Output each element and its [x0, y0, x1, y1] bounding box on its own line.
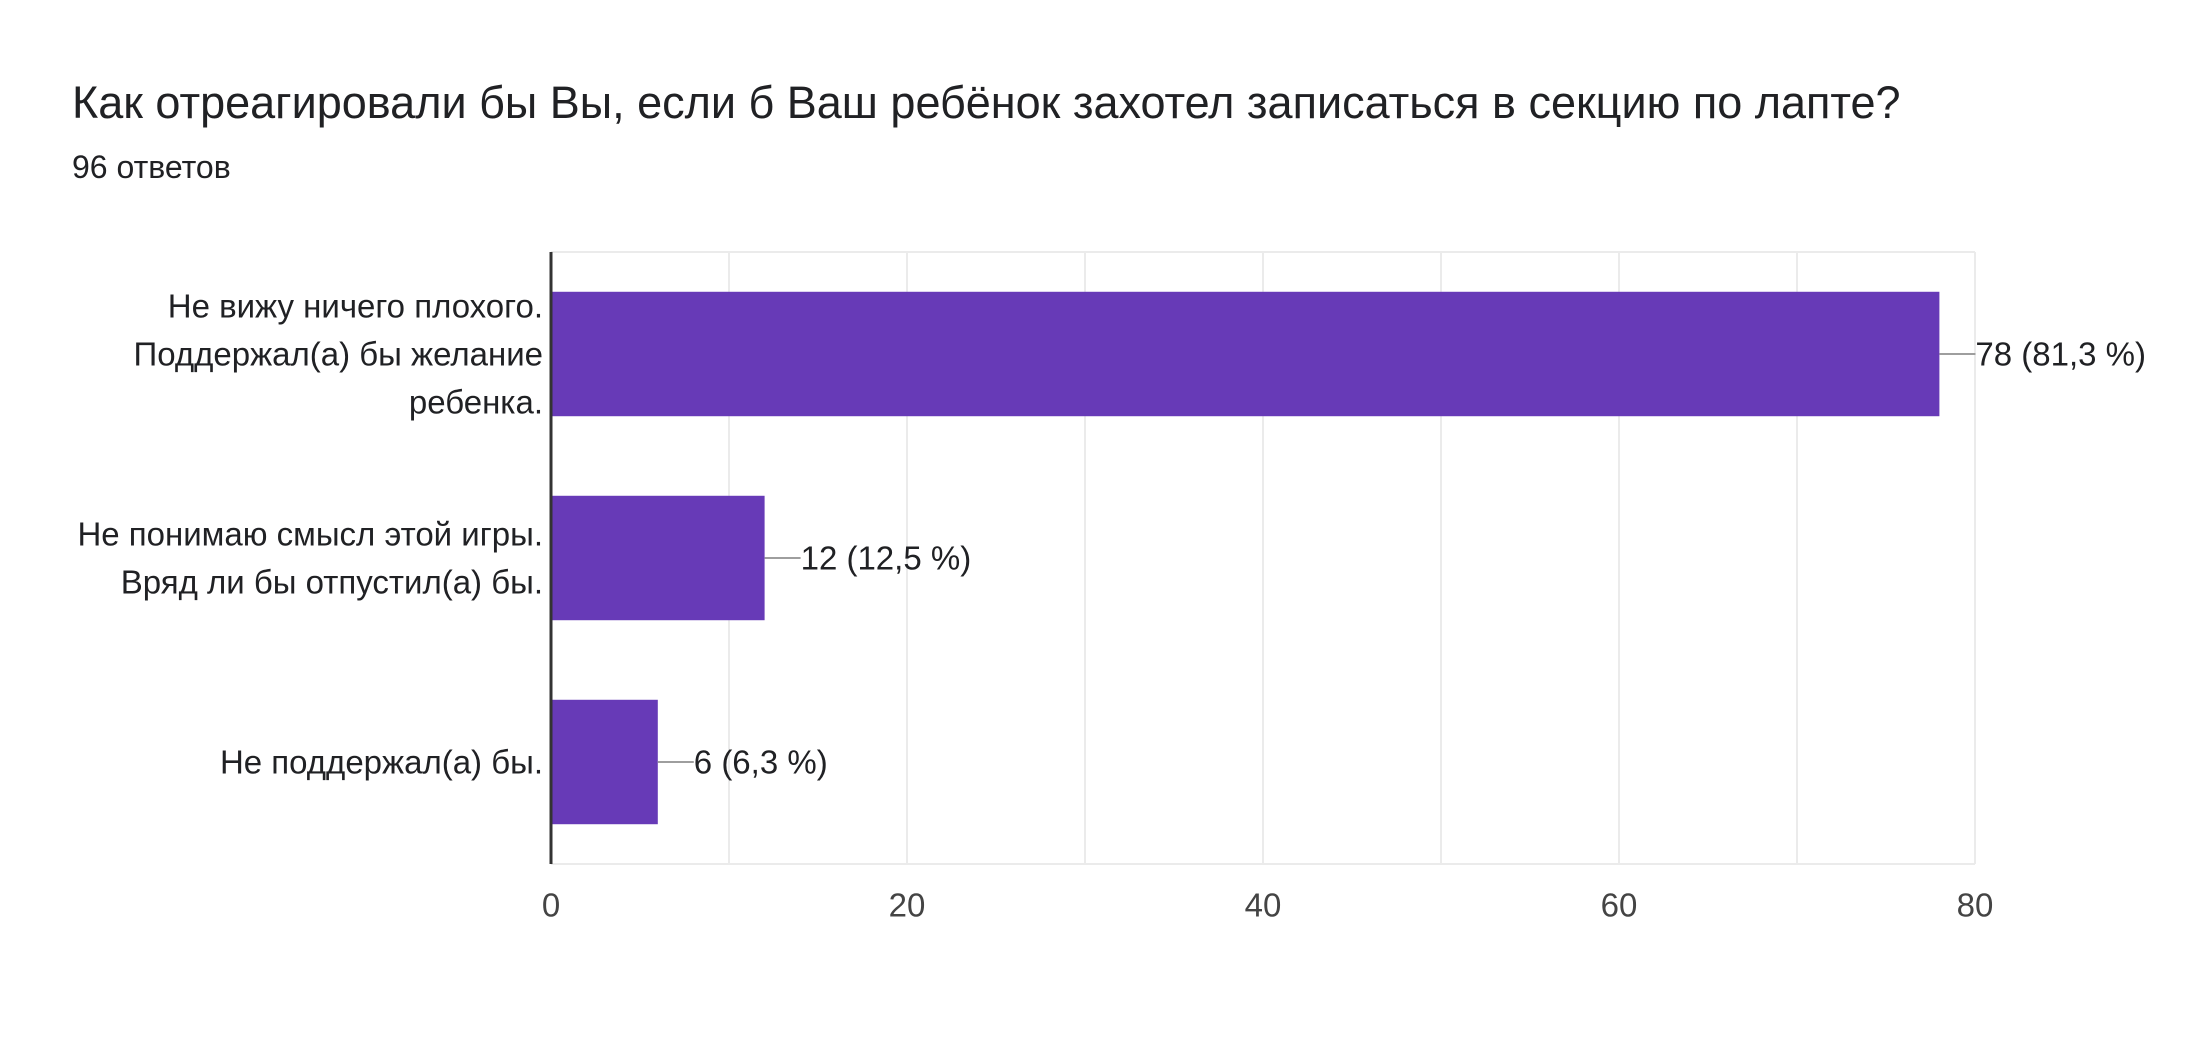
bar[interactable] [551, 495, 765, 621]
x-tick-label: 60 [1601, 887, 1638, 924]
value-label: 12 (12,5 %) [801, 540, 972, 577]
category-label: Вряд ли бы отпустил(а) бы. [121, 564, 543, 601]
category-label: Не вижу ничего плохого. [168, 288, 543, 325]
x-tick-label: 80 [1957, 887, 1994, 924]
x-tick-label: 0 [542, 887, 560, 924]
value-label: 6 (6,3 %) [694, 744, 828, 781]
value-label: 78 (81,3 %) [1975, 336, 2146, 373]
bar[interactable] [551, 699, 658, 825]
x-tick-label: 20 [889, 887, 926, 924]
category-label: ребенка. [409, 384, 543, 421]
chart-title: Как отреагировали бы Вы, если б Ваш ребё… [72, 77, 1901, 128]
bar[interactable] [551, 291, 1940, 417]
category-label: Не понимаю смысл этой игры. [77, 516, 543, 553]
category-label: Не поддержал(а) бы. [220, 744, 543, 781]
category-label: Поддержал(а) бы желание [134, 336, 544, 373]
x-tick-label: 40 [1245, 887, 1282, 924]
response-count: 96 ответов [72, 149, 231, 185]
